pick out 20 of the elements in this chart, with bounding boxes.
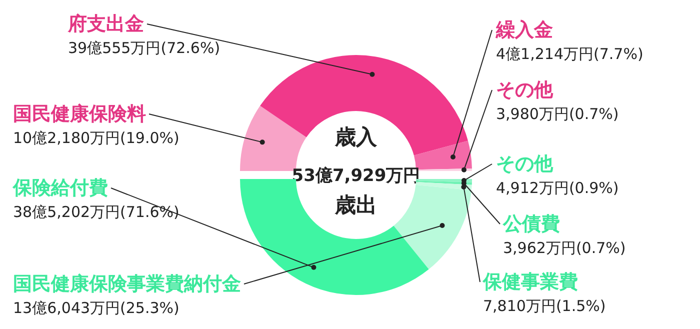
data-label: 4億1,214万円(7.7%) xyxy=(496,45,644,63)
slice-label: 公債費 xyxy=(502,213,560,235)
slice-label: その他 xyxy=(496,79,554,101)
slice-label: 繰入金 xyxy=(495,19,553,41)
text: 歳入 xyxy=(334,125,378,149)
data-label: 39億555万円(72.6%) xyxy=(68,39,220,57)
slice-label: その他 xyxy=(496,153,554,175)
text: 歳出 xyxy=(334,193,377,217)
data-label: 13億6,043万円(25.3%) xyxy=(13,299,180,317)
slice-label: 保健事業費 xyxy=(482,271,578,293)
data-label: 4,912万円(0.9%) xyxy=(496,179,619,197)
slice-label: 国民健康保険事業費納付金 xyxy=(13,273,241,295)
data-label: 10億2,180万円(19.0%) xyxy=(13,129,180,147)
data-label: 38億5,202万円(71.6%) xyxy=(13,203,180,221)
data-label: 7,810万円(1.5%) xyxy=(483,297,606,315)
slice-label: 府支出金 xyxy=(67,13,144,35)
data-label: 3,962万円(0.7%) xyxy=(503,239,626,257)
slice-label: 国民健康保険料 xyxy=(13,103,146,125)
slice-label: 保険給付費 xyxy=(12,177,108,199)
data-label: 3,980万円(0.7%) xyxy=(496,105,619,123)
